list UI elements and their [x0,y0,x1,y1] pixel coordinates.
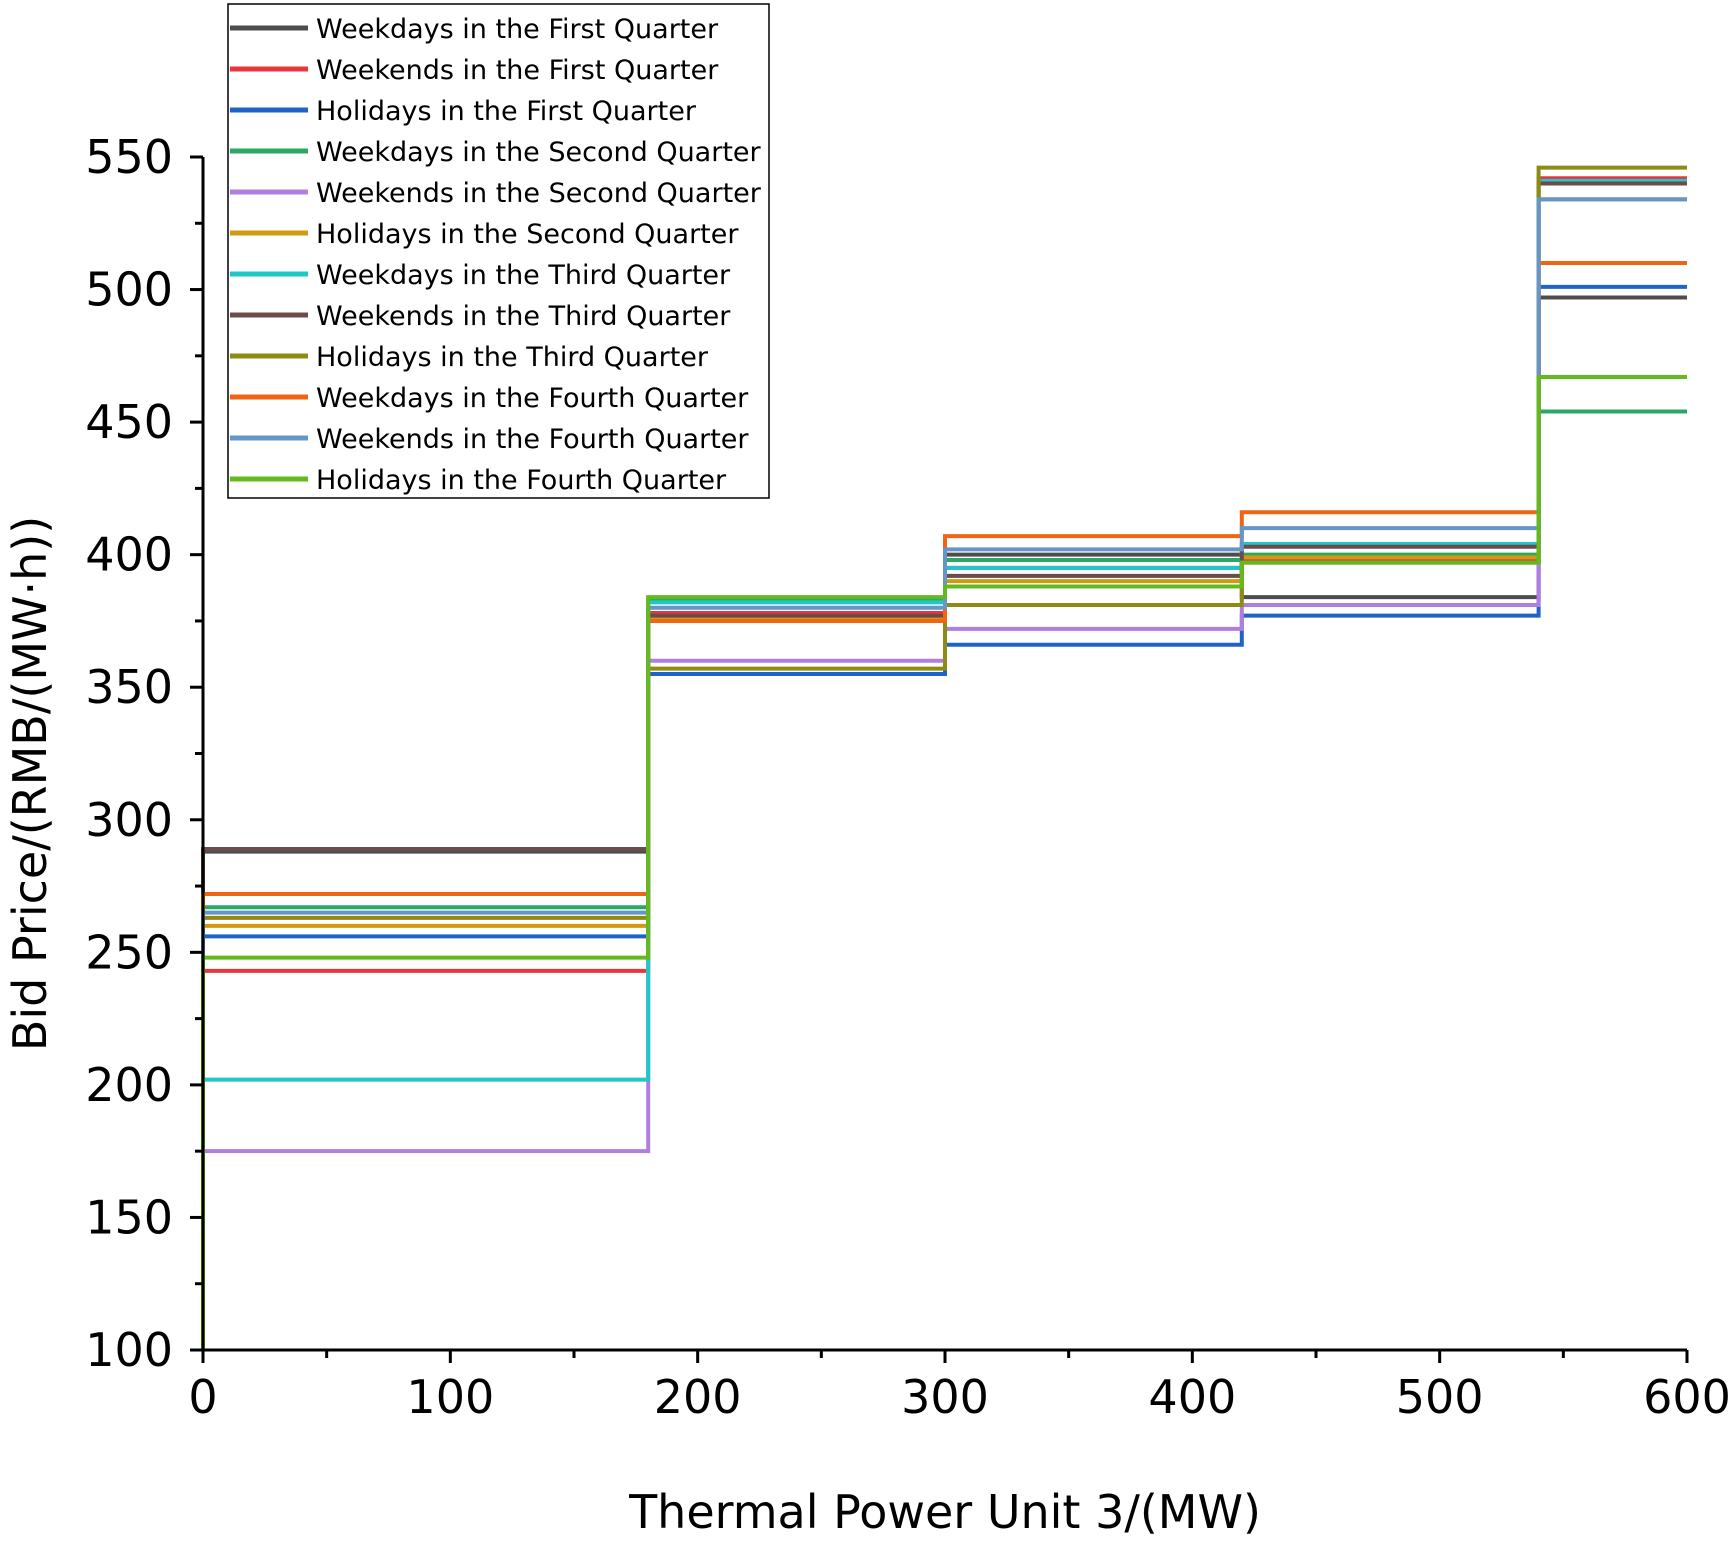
legend-label: Weekends in the Third Quarter [316,301,731,332]
legend-label: Holidays in the Second Quarter [316,219,739,250]
x-tick-label: 200 [654,1370,742,1424]
legend-label: Holidays in the Fourth Quarter [316,465,727,496]
x-tick-label: 500 [1396,1370,1484,1424]
y-tick-label: 500 [85,263,173,317]
ticks-layer: 0 100 200 300 400 500 600 100 150 200 250 300 350 400… [85,130,1731,1424]
y-tick-label: 100 [85,1323,173,1377]
x-tick-label: 600 [1643,1370,1731,1424]
legend-label: Weekdays in the First Quarter [316,14,719,45]
series-line [201,375,1687,1350]
legend: Weekdays in the First Quarter Weekends in… [227,3,770,499]
y-tick-label: 350 [85,660,173,714]
legend-box [227,3,770,499]
y-axis-title: Bid Price/(RMB/(MW·h)) [3,516,57,1051]
x-tick-label: 100 [406,1370,494,1424]
legend-label: Weekends in the Fourth Quarter [316,424,749,455]
y-tick-label: 550 [85,130,173,184]
legend-label: Holidays in the Third Quarter [316,342,709,373]
y-tick-label: 250 [85,925,173,979]
x-tick-label: 400 [1148,1370,1236,1424]
legend-label: Weekends in the First Quarter [316,55,719,86]
y-tick-label: 150 [85,1190,173,1244]
y-tick-label: 400 [85,528,173,582]
legend-label: Holidays in the First Quarter [316,96,697,127]
x-tick-label: 0 [188,1370,217,1424]
x-tick-label: 300 [901,1370,989,1424]
y-tick-label: 450 [85,395,173,449]
series-layer [201,165,1687,1350]
legend-label: Weekends in the Second Quarter [316,178,762,209]
legend-label: Weekdays in the Second Quarter [316,137,762,168]
y-tick-label: 200 [85,1058,173,1112]
x-axis-title: Thermal Power Unit 3/(MW) [628,1485,1261,1539]
legend-label: Weekdays in the Fourth Quarter [316,383,749,414]
y-tick-label: 300 [85,793,173,847]
legend-label: Weekdays in the Third Quarter [316,260,731,291]
